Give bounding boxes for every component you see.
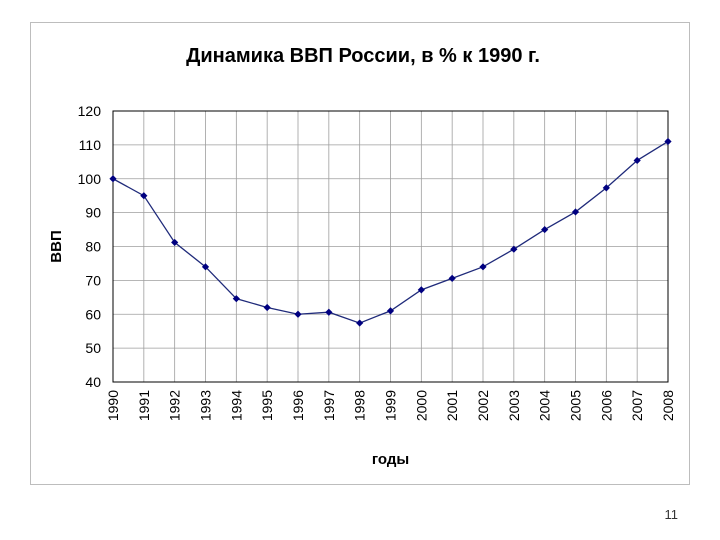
x-tick-label: 1995 bbox=[259, 390, 275, 421]
x-tick-label: 1991 bbox=[136, 390, 152, 421]
x-tick-label: 2003 bbox=[506, 390, 522, 421]
x-tick-label: 1990 bbox=[105, 390, 121, 421]
data-point-2001 bbox=[448, 274, 456, 282]
x-axis-title: годы bbox=[372, 451, 409, 468]
data-point-1990 bbox=[109, 175, 117, 183]
data-point-1995 bbox=[263, 303, 271, 312]
x-tick-label: 2008 bbox=[660, 390, 676, 421]
data-point-1998 bbox=[356, 319, 364, 327]
data-point-2000 bbox=[417, 286, 425, 294]
data-point-2004 bbox=[541, 225, 549, 234]
data-point-1991 bbox=[140, 192, 148, 200]
y-axis-ticks: 40 50 60 70 80 90 100 110 120 bbox=[78, 103, 102, 390]
y-tick-label: 60 bbox=[85, 306, 101, 322]
x-tick-label: 1994 bbox=[228, 390, 244, 421]
data-point-2002 bbox=[479, 263, 487, 271]
y-tick-label: 90 bbox=[85, 205, 101, 221]
data-point-2003 bbox=[510, 245, 518, 253]
chart-title: Динамика ВВП России, в % к 1990 г. bbox=[186, 45, 540, 67]
y-tick-label: 120 bbox=[78, 103, 102, 119]
grid-layer bbox=[112, 110, 669, 383]
y-tick-label: 100 bbox=[78, 171, 102, 187]
x-tick-label: 2000 bbox=[413, 390, 429, 421]
series-markers bbox=[109, 137, 672, 327]
x-tick-label: 1997 bbox=[321, 390, 337, 421]
x-tick-label: 1993 bbox=[198, 390, 214, 421]
y-tick-label: 110 bbox=[79, 137, 102, 153]
x-axis-ticks: 1990 1991 1992 1993 1994 1995 1996 1997 1998 1999… bbox=[105, 390, 676, 421]
x-tick-label: 2007 bbox=[629, 390, 645, 421]
x-tick-label: 2004 bbox=[537, 390, 553, 421]
data-point-1996 bbox=[294, 310, 302, 318]
x-tick-label: 1998 bbox=[352, 390, 368, 421]
y-tick-label: 80 bbox=[85, 239, 101, 255]
y-axis-title: ВВП bbox=[48, 230, 65, 262]
plot-area bbox=[112, 110, 669, 383]
data-point-1993 bbox=[201, 263, 210, 271]
y-tick-label: 40 bbox=[85, 374, 101, 390]
data-point-1994 bbox=[232, 295, 240, 303]
x-tick-label: 2006 bbox=[598, 390, 614, 421]
data-point-1997 bbox=[325, 308, 333, 316]
data-point-2005 bbox=[571, 208, 580, 216]
x-tick-label: 2002 bbox=[475, 390, 491, 421]
x-tick-label: 1996 bbox=[290, 390, 306, 421]
y-tick-label: 70 bbox=[85, 272, 101, 288]
x-tick-label: 1999 bbox=[383, 390, 399, 421]
x-tick-label: 1992 bbox=[167, 390, 183, 421]
page-number: 11 bbox=[664, 507, 679, 522]
data-point-2007 bbox=[633, 156, 641, 165]
x-tick-label: 2005 bbox=[568, 390, 584, 421]
data-point-2008 bbox=[664, 137, 672, 146]
x-tick-label: 2001 bbox=[444, 390, 460, 421]
y-tick-label: 50 bbox=[85, 340, 101, 356]
data-point-2006 bbox=[602, 184, 610, 192]
data-point-1992 bbox=[171, 238, 179, 247]
data-point-1999 bbox=[386, 307, 395, 315]
